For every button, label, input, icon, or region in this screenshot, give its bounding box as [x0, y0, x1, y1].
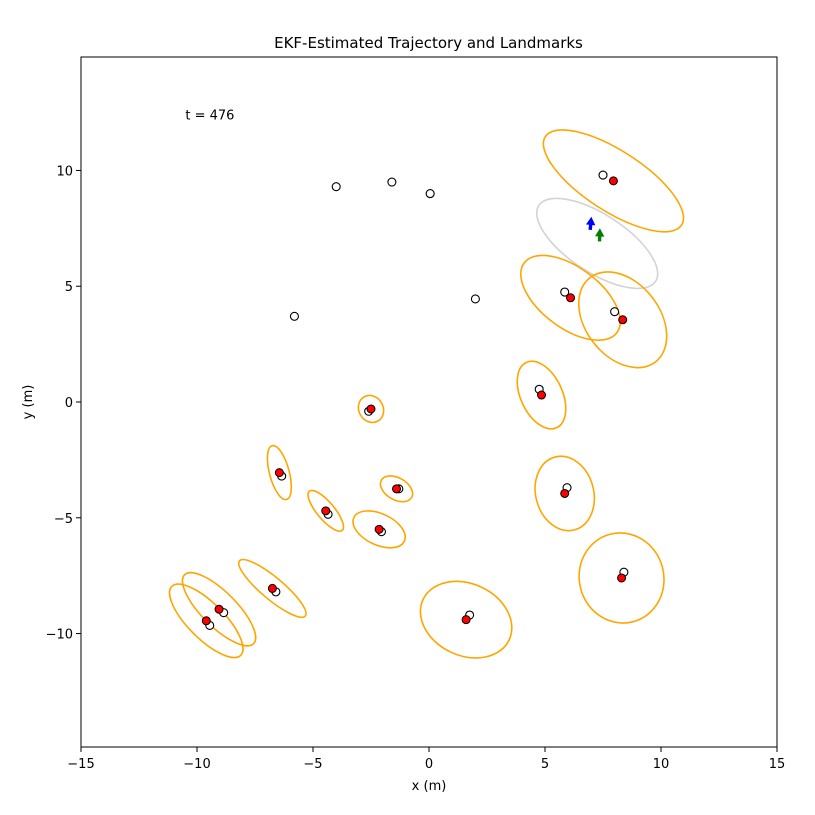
x-tick-label: −10	[183, 757, 210, 772]
landmark-covariance-ellipse	[307, 489, 345, 532]
landmark-covariance-ellipse	[578, 532, 665, 624]
estimated-landmark-point	[274, 468, 284, 478]
landmark-covariance-ellipse	[237, 558, 307, 619]
true-landmark-point	[425, 189, 435, 199]
landmark-covariance-ellipse	[379, 475, 414, 503]
x-tick-label: 10	[653, 757, 670, 772]
x-axis-label: x (m)	[412, 779, 447, 794]
estimated-landmark-point	[392, 484, 402, 494]
y-axis: −10 −5 0 5 10	[46, 164, 81, 643]
estimated-landmark-point	[366, 404, 376, 414]
estimated-pose-arrow	[585, 216, 596, 231]
estimated-landmark-point	[618, 315, 628, 325]
landmark-covariance-ellipse	[419, 580, 513, 659]
pose-covariance-ellipse	[535, 197, 659, 290]
x-tick-label: 15	[769, 757, 786, 772]
estimated-landmark-point	[560, 488, 570, 498]
estimated-landmark-point	[537, 390, 547, 400]
x-tick-label: 0	[425, 757, 433, 772]
true-pose-arrow	[594, 228, 605, 242]
landmark-covariance-ellipse	[266, 444, 293, 501]
landmark-covariance-ellipse	[352, 510, 407, 549]
x-tick-label: −15	[67, 757, 94, 772]
y-tick-label: −10	[46, 628, 73, 643]
covariance-ellipse-layer	[168, 129, 685, 659]
estimated-landmark-point	[608, 176, 618, 186]
estimated-landmark-point	[201, 616, 211, 626]
true-landmark-point	[289, 311, 299, 321]
chart-title: EKF-Estimated Trajectory and Landmarks	[274, 34, 583, 52]
time-annotation: t = 476	[185, 109, 234, 124]
x-axis: −15 −10 −5 0 5 10 15	[67, 747, 785, 772]
landmark-covariance-ellipse	[542, 129, 685, 233]
marker-layer	[201, 170, 629, 630]
estimated-landmark-point	[267, 583, 277, 593]
y-tick-label: 10	[56, 164, 73, 179]
estimated-landmark-point	[374, 524, 384, 534]
true-landmark-point	[331, 182, 341, 192]
true-landmark-point	[387, 177, 397, 187]
landmark-covariance-ellipse	[577, 271, 668, 369]
y-tick-label: 5	[65, 280, 73, 295]
estimated-landmark-point	[214, 604, 224, 614]
landmark-covariance-ellipse	[516, 360, 567, 430]
landmark-covariance-ellipse	[534, 455, 596, 532]
y-tick-label: −5	[54, 512, 73, 527]
true-landmark-point	[560, 287, 570, 297]
estimated-landmark-point	[617, 573, 627, 583]
estimated-landmark-point	[461, 615, 471, 625]
estimated-landmark-point	[321, 506, 331, 516]
x-tick-label: 5	[541, 757, 549, 772]
landmark-covariance-ellipse	[519, 254, 622, 341]
x-tick-label: −5	[303, 757, 322, 772]
true-landmark-point	[598, 170, 608, 180]
y-tick-label: 0	[65, 396, 73, 411]
landmark-covariance-ellipse	[357, 394, 385, 424]
y-axis-label: y (m)	[21, 385, 36, 420]
estimated-landmark-point	[566, 293, 576, 303]
true-landmark-point	[610, 307, 620, 317]
true-landmark-point	[470, 294, 480, 304]
